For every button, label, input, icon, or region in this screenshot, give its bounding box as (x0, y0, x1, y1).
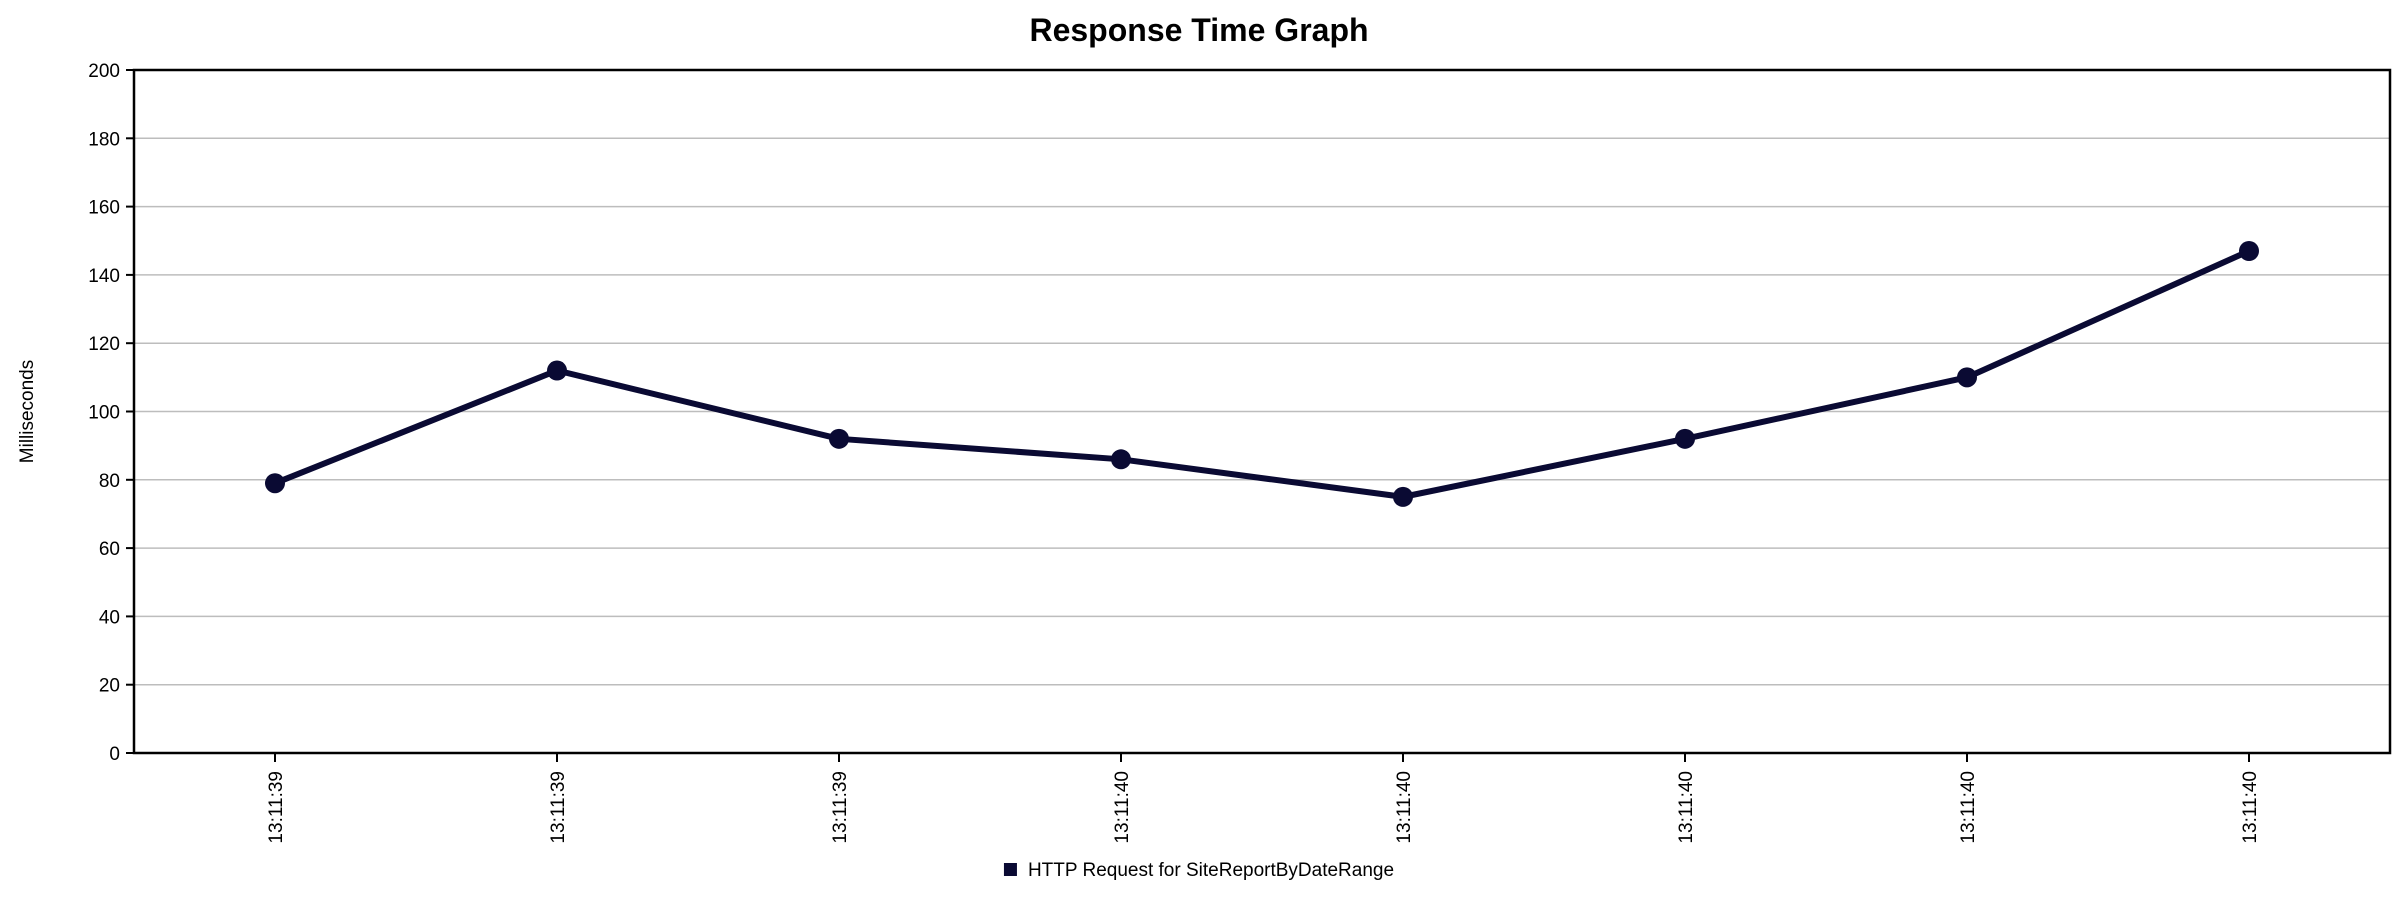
data-point (265, 473, 285, 494)
grid-lines (134, 137, 2390, 686)
y-tick-label: 100 (88, 403, 120, 424)
data-point (1393, 486, 1413, 507)
y-tick-label: 0 (109, 744, 120, 765)
data-point (547, 360, 567, 381)
y-tick-label: 20 (99, 676, 120, 697)
y-axis-label: Milliseconds (17, 360, 38, 463)
chart-title: Response Time Graph (1029, 12, 1368, 48)
data-point (1675, 428, 1695, 449)
data-point (829, 428, 849, 449)
data-point (2239, 240, 2259, 261)
x-tick-label: 13:11:40 (1676, 771, 1697, 844)
legend: HTTP Request for SiteReportByDateRange (1003, 860, 1394, 881)
y-tick-label: 80 (99, 471, 120, 492)
data-point (1111, 449, 1131, 470)
y-tick-label: 120 (88, 334, 120, 355)
x-tick-label: 13:11:40 (1958, 771, 1979, 844)
y-tick-label: 200 (88, 61, 120, 82)
x-tick-label: 13:11:39 (548, 771, 569, 844)
x-tick-label: 13:11:40 (1112, 771, 1133, 844)
y-tick-label: 160 (88, 198, 120, 219)
series-line (272, 247, 2252, 500)
y-tick-label: 60 (99, 539, 120, 560)
legend-label: HTTP Request for SiteReportByDateRange (1028, 860, 1394, 881)
series-layer (265, 240, 2259, 507)
data-point (1957, 367, 1977, 388)
legend-swatch (1003, 863, 1017, 876)
y-axis-ticks: 0 20 40 60 80 100 120 140 160 180 200 (88, 61, 134, 765)
y-tick-label: 40 (99, 607, 120, 628)
plot-area-frame (132, 68, 2392, 755)
x-axis-ticks: 13:11:39 13:11:39 13:11:39 13:11:40 13:11:40… (266, 753, 2261, 844)
x-tick-label: 13:11:39 (830, 771, 851, 844)
y-tick-label: 180 (88, 129, 120, 150)
y-tick-label: 140 (88, 266, 120, 287)
x-tick-label: 13:11:39 (266, 771, 287, 844)
x-tick-label: 13:11:40 (2240, 771, 2261, 844)
x-tick-label: 13:11:40 (1394, 771, 1415, 844)
